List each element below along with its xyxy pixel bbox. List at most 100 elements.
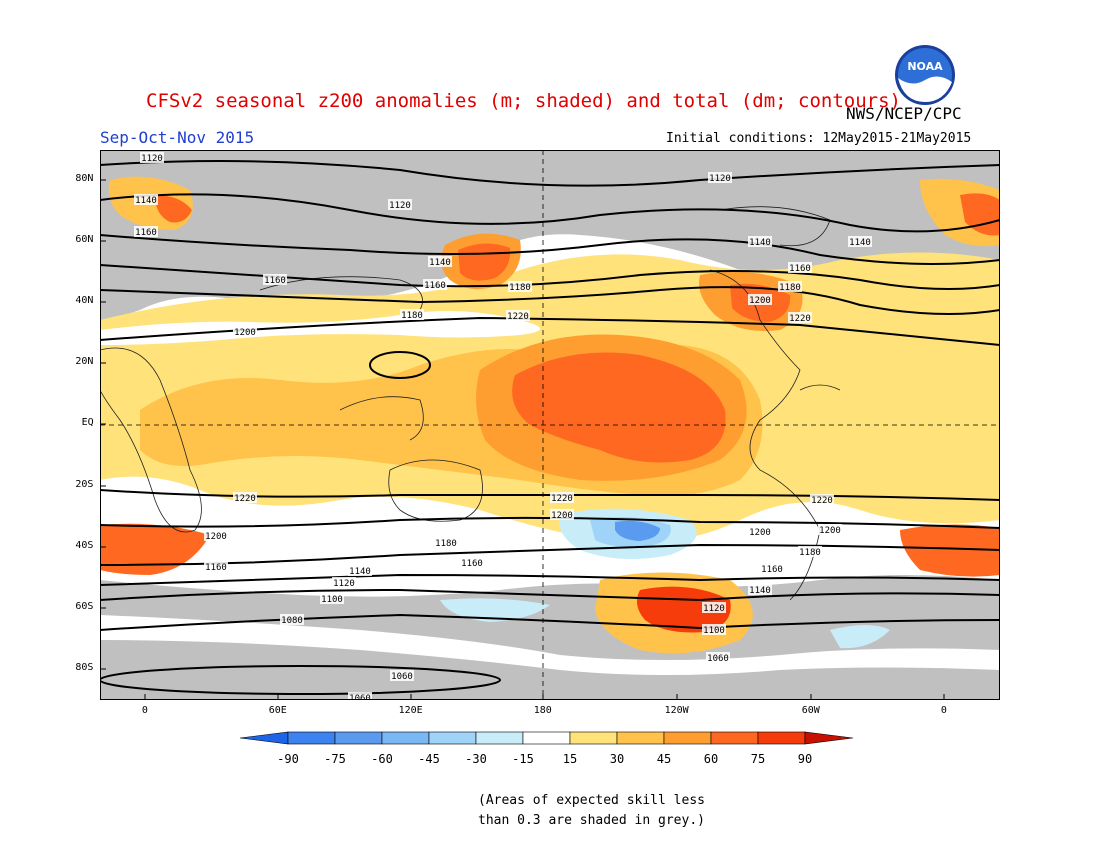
contour-label: 1200 [205,532,227,542]
contour-label-bg [204,561,228,572]
contour-label: 1180 [401,311,423,321]
colorbar-tick-label: 30 [610,752,624,766]
contour-label-bg [818,524,842,535]
latitude-label: 60S [75,601,94,612]
negative-anomaly-south-pacific-core [615,520,660,541]
contour-label-bg [778,281,802,292]
colorbar-box [710,731,759,745]
skill-footnote: (Areas of expected skill less than 0.3 a… [478,791,705,831]
colorbar-box [569,731,618,745]
contour-label-bg [798,546,822,557]
contour-label-bg [332,577,356,588]
latitude-label: 80S [75,662,94,673]
colorbar-box [475,731,524,745]
contour-label-bg [788,262,812,273]
contour-label: 1140 [429,258,451,268]
colorbar-box [522,731,571,745]
agency-label: NWS/NCEP/CPC [846,104,962,123]
colorbar-tick-label: -75 [324,752,346,766]
initial-conditions-label: Initial conditions: 12May2015-21May2015 [666,131,972,146]
contour-label-bg [280,614,304,625]
contour-label: 1120 [703,604,725,614]
longitude-label: 60W [801,705,820,716]
colorbar-box [616,731,665,745]
contour-label: 1160 [461,559,483,569]
contour-label-bg [760,563,784,574]
latitude-label: 60N [75,234,94,245]
latitude-label: 40N [75,295,94,306]
contour-label-bg [748,294,772,305]
latitude-label: 20N [75,356,94,367]
contour-label: 1180 [779,283,801,293]
anomaly-south-indian-band [100,523,210,575]
longitude-label: 180 [533,705,552,716]
contour-label: 1220 [789,314,811,324]
colorbar-box [334,731,383,745]
colorbar-tick-label: 60 [704,752,718,766]
colorbar-arrow-left [239,731,289,745]
colorbar-tick-label: -60 [371,752,393,766]
contour-label: 1140 [749,586,771,596]
contour-label-bg [233,492,257,503]
contour-label-bg [508,281,532,292]
contour-label: 1100 [321,595,343,605]
contour-label-bg [748,526,772,537]
noaa-logo-text: NOAA [907,60,943,73]
contour-label-bg [134,226,158,237]
contour-label-bg [428,256,452,267]
contour-label: 1160 [264,276,286,286]
contour-label-bg [388,199,412,210]
latitude-label: EQ [81,417,94,428]
colorbar-tick-label: 75 [751,752,765,766]
contour-label-bg [348,565,372,576]
latitude-label: 40S [75,540,94,551]
contour-label: 1060 [349,694,371,700]
contour-label: 1120 [709,174,731,184]
anomaly-map: 1120 1120 1120 1140 1140 1140 1140 1160 1160 1160… [100,150,1000,700]
longitude-label: 120W [664,705,689,716]
contour-label: 1160 [789,264,811,274]
contour-label: 1220 [551,494,573,504]
contour-label: 1120 [389,201,411,211]
season-label: Sep-Oct-Nov 2015 [100,128,255,147]
colorbar-box [757,731,806,745]
contour-label-bg [263,274,287,285]
longitude-ticks [144,694,945,700]
contour-label-bg [320,593,344,604]
contour-label-bg [702,624,726,635]
colorbar-box [663,731,712,745]
footnote-line-2: than 0.3 are shaded in grey.) [478,813,705,828]
colorbar-tick-label: 45 [657,752,671,766]
contour-label: 1200 [749,528,771,538]
latitude-label: 20S [75,479,94,490]
contour-label-bg [348,692,372,700]
colorbar-tick-label: 90 [798,752,812,766]
negative-anomaly-drake [830,625,890,649]
anomaly-siberia-core [155,195,192,223]
contour-label: 1160 [761,565,783,575]
contour-label: 1200 [551,511,573,521]
colorbar-box [287,731,336,745]
contour-labels: 1120 1120 1120 1140 1140 1140 1140 1160 1160 1160… [134,152,872,700]
contour-label: 1220 [234,494,256,504]
contour-label-bg [706,652,730,663]
contour-label: 1180 [799,548,821,558]
contour-label-bg [434,537,458,548]
footnote-line-1: (Areas of expected skill less [478,793,705,808]
contour-label: 1060 [707,654,729,664]
contour-label: 1140 [849,238,871,248]
longitude-label: 0 [940,705,947,716]
contour-label: 1100 [703,626,725,636]
anomaly-south-atlantic-band [900,524,1000,577]
contour-label: 1080 [281,616,303,626]
longitude-label: 0 [141,705,148,716]
colorbar: -90 -75 -60 -45 -30 -15 15 30 45 60 75 90 [239,731,854,766]
contour-label: 1120 [141,154,163,164]
colorbar-tick-label: -45 [418,752,440,766]
contour-label-bg [400,309,424,320]
contour-label: 1180 [509,283,531,293]
colorbar-tick-label: -90 [277,752,299,766]
contour-label-bg [550,492,574,503]
contour-label: 1200 [234,328,256,338]
negative-anomaly-southern-ocean [440,598,550,622]
